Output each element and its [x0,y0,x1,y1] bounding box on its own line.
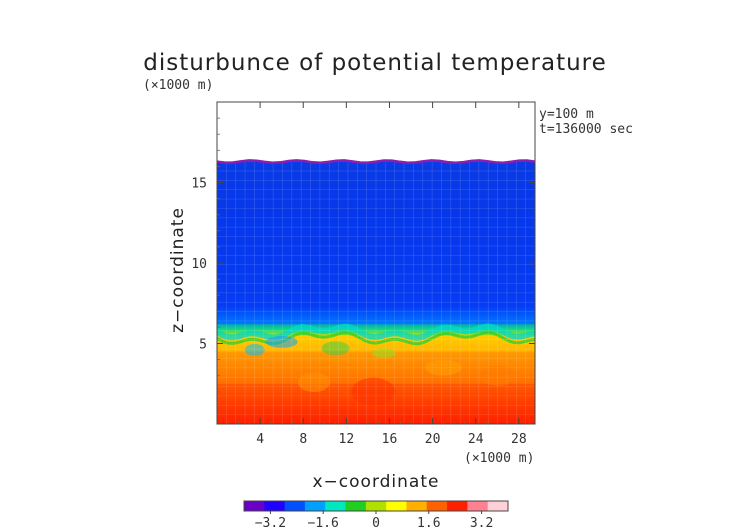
colorbar-tick-label: 3.2 [470,516,493,531]
x-tick-label: 16 [382,432,398,447]
annotation-y: y=100 m [539,107,594,122]
y-axis-label: z−coordinate [168,207,188,333]
colorbar-segment [447,501,468,511]
field-region [217,324,535,336]
colorbar-tick-label: −3.2 [255,516,286,531]
colorbar-tick-label: 1.6 [417,516,440,531]
x-tick-label: 28 [511,432,527,447]
colorbar-segment [467,501,489,511]
x-tick-label: 20 [425,432,441,447]
eddy-blob [372,348,397,359]
eddy-blob [479,365,516,386]
colorbar-segment [345,501,367,511]
thermocline-band [217,323,535,341]
contour-field [217,159,535,424]
plot-area [216,101,536,425]
colorbar-segment [426,501,448,511]
y-tick-label: 10 [191,257,207,272]
eddy-blob [321,341,350,356]
colorbar-tick-label: −1.6 [308,516,339,531]
colorbar-segment [304,501,326,511]
colorbar-segment [406,501,428,511]
eddy-blob [265,335,298,348]
field-region [217,161,535,325]
eddy-blob [425,359,462,376]
colorbar-segment [365,501,387,511]
x-axis-unit: (×1000 m) [464,451,534,466]
colorbar-segment [244,501,265,511]
colorbar-tick-label: 0 [372,516,380,531]
x-tick-label: 8 [299,432,307,447]
eddy-blob [351,377,396,406]
y-tick-label: 5 [199,338,207,353]
colorbar: −3.2 −1.6 0 1.6 3.2 [243,500,509,531]
eddy-blob [298,372,331,393]
colorbar-segment [386,501,407,511]
colorbar-segment [325,501,347,511]
field-top-edge [217,159,535,165]
chart-title: disturbunce of potential temperature [143,50,607,76]
x-tick-label: 24 [468,432,484,447]
y-axis-unit: (×1000 m) [143,78,213,93]
colorbar-segment [284,501,306,511]
colorbar-segment [487,501,509,511]
annotation-t: t=136000 sec [539,122,633,137]
y-tick-label: 15 [191,177,207,192]
x-tick-label: 4 [256,432,264,447]
x-axis-label: x−coordinate [313,472,440,492]
y-axis-ticks: 5 10 15 [191,117,535,409]
eddy-blob [244,343,265,356]
x-axis-ticks: 4 8 12 16 20 24 28 [227,102,531,447]
x-tick-label: 12 [339,432,355,447]
colorbar-segment [264,501,286,511]
